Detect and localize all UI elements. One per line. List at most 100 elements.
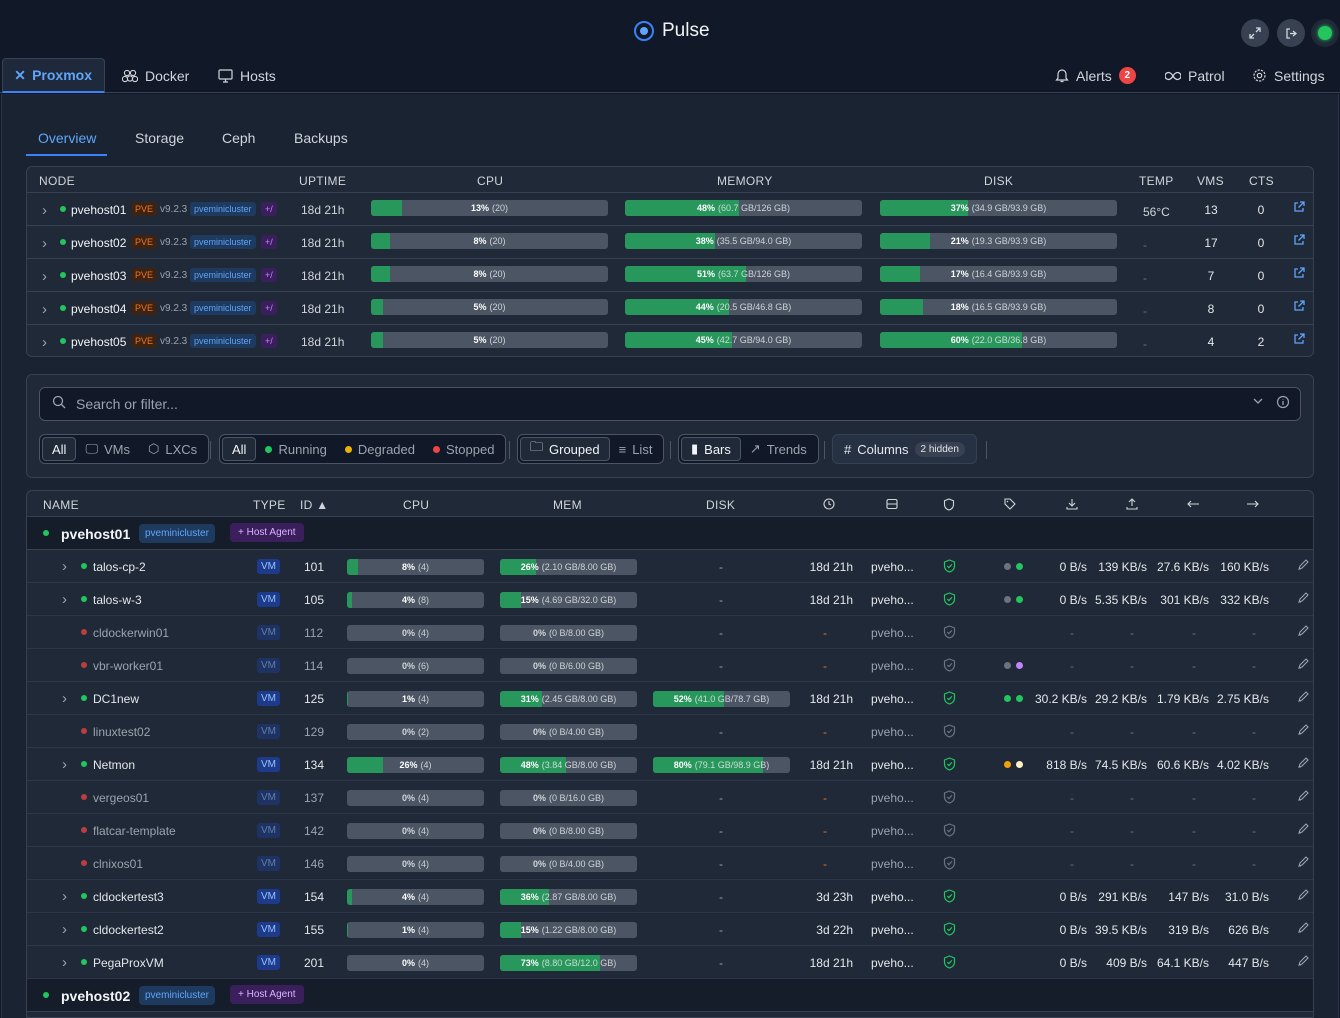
pencil-icon[interactable] xyxy=(1297,625,1309,640)
tag-icon[interactable] xyxy=(1004,498,1016,513)
chevron-down-icon[interactable] xyxy=(1252,395,1264,410)
external-link-icon[interactable] xyxy=(1293,300,1305,315)
pencil-icon[interactable] xyxy=(1297,691,1309,706)
node-name[interactable]: pvehost01 xyxy=(71,203,127,217)
connection-status-indicator[interactable] xyxy=(1311,19,1339,47)
chevron-right-icon[interactable]: › xyxy=(42,235,47,252)
net-in-icon[interactable] xyxy=(1186,498,1200,513)
guest-name[interactable]: talos-w-3 xyxy=(93,593,142,607)
guest-name[interactable]: DC1new xyxy=(93,692,140,706)
mode-bars-button[interactable]: ▮ Bars xyxy=(681,437,741,461)
pencil-icon[interactable] xyxy=(1297,856,1309,871)
disk-read-icon[interactable] xyxy=(1066,498,1078,513)
tab-storage[interactable]: Storage xyxy=(135,130,185,146)
node-group-header[interactable]: pvehost01 pveminicluster + Host Agent xyxy=(27,517,1313,550)
filter-type-lxcs[interactable]: ⬡ LXCs xyxy=(139,437,206,461)
filter-type-vms[interactable]: 🖵 VMs xyxy=(76,437,139,461)
tab-hosts[interactable]: Hosts xyxy=(218,58,276,93)
guest-row[interactable]: flatcar-template VM 142 0% (4) 0% (0 B/8.00 GB… xyxy=(27,814,1313,847)
col-vms[interactable]: VMS xyxy=(1197,174,1224,188)
guest-row[interactable]: › cldockertest2 VM 155 1% (4) 15% (1.22 GB/8.00… xyxy=(27,913,1313,946)
guest-row[interactable]: vbr-worker01 VM 114 0% (6) 0% (0 B/6.00 GB) - - p… xyxy=(27,649,1313,682)
col-disk[interactable]: DISK xyxy=(984,174,1014,188)
tag-dot[interactable] xyxy=(1004,695,1011,702)
tag-dot[interactable] xyxy=(1016,761,1023,768)
tag-dot[interactable] xyxy=(1016,596,1023,603)
guest-name[interactable]: cldockertest3 xyxy=(93,890,164,904)
chevron-right-icon[interactable]: › xyxy=(62,921,67,938)
pencil-icon[interactable] xyxy=(1297,592,1309,607)
mode-trends-button[interactable]: ↗ Trends xyxy=(741,437,816,461)
guest-name[interactable]: PegaProxVM xyxy=(93,956,164,970)
guest-name[interactable]: vbr-worker01 xyxy=(93,659,164,673)
backup-shield-icon[interactable] xyxy=(943,498,955,514)
tag-dot[interactable] xyxy=(1004,761,1011,768)
tab-proxmox[interactable]: Proxmox xyxy=(2,58,105,93)
host-agent-badge[interactable]: + Host Agent xyxy=(230,523,304,542)
node-row[interactable]: › pvehost04 PVE v9.2.3 pveminicluster +/ 18d 2… xyxy=(27,292,1313,325)
tab-docker[interactable]: Docker xyxy=(122,58,189,93)
guest-row[interactable]: › cldockertest3 VM 154 4% (4) 36% (2.87 GB/8.00… xyxy=(27,880,1313,913)
col-cts[interactable]: CTS xyxy=(1249,174,1274,188)
col-id[interactable]: ID ▲ xyxy=(300,498,329,512)
tab-backups[interactable]: Backups xyxy=(294,130,348,146)
node-row[interactable]: › pvehost03 PVE v9.2.3 pveminicluster +/ 18d 2… xyxy=(27,259,1313,292)
pencil-icon[interactable] xyxy=(1297,823,1309,838)
tag-dot[interactable] xyxy=(1016,662,1023,669)
external-link-icon[interactable] xyxy=(1293,333,1305,348)
node-name[interactable]: pvehost02 xyxy=(71,236,127,250)
filter-status-stopped[interactable]: Stopped xyxy=(424,437,503,461)
chevron-right-icon[interactable]: › xyxy=(62,888,67,905)
guest-name[interactable]: clnixos01 xyxy=(93,857,144,871)
pencil-icon[interactable] xyxy=(1297,922,1309,937)
tag-dot[interactable] xyxy=(1016,695,1023,702)
logout-button[interactable] xyxy=(1277,19,1305,47)
fullscreen-button[interactable] xyxy=(1241,19,1269,47)
col-name[interactable]: NAME xyxy=(43,498,79,512)
col-disk[interactable]: DISK xyxy=(706,498,736,512)
col-cpu[interactable]: CPU xyxy=(477,174,504,188)
host-agent-badge[interactable]: + Host Agent xyxy=(230,985,304,1004)
guest-row[interactable]: › PegaProxVM VM 201 0% (4) 73% (8.80 GB/12.0 GB… xyxy=(27,946,1313,979)
guest-name[interactable]: vergeos01 xyxy=(93,791,150,805)
tag-dot[interactable] xyxy=(1004,563,1011,570)
chevron-right-icon[interactable]: › xyxy=(42,301,47,318)
guest-row[interactable]: › DC1new VM 125 1% (4) 31% (2.45 GB/8.00 GB) 52%… xyxy=(27,682,1313,715)
guest-name[interactable]: cldockerwin01 xyxy=(93,626,170,640)
chevron-right-icon[interactable]: › xyxy=(62,591,67,608)
node-name[interactable]: pvehost04 xyxy=(71,302,127,316)
chevron-right-icon[interactable]: › xyxy=(42,334,47,351)
tab-ceph[interactable]: Ceph xyxy=(222,130,256,146)
node-row[interactable]: › pvehost05 PVE v9.2.3 pveminicluster +/ 18d 2… xyxy=(27,325,1313,356)
tag-dot[interactable] xyxy=(1004,662,1011,669)
pencil-icon[interactable] xyxy=(1297,955,1309,970)
node-row[interactable]: › pvehost01 PVE v9.2.3 pveminicluster +/ 18d 2… xyxy=(27,193,1313,226)
external-link-icon[interactable] xyxy=(1293,201,1305,216)
view-list-button[interactable]: ≡ List xyxy=(610,437,662,461)
node-group-header[interactable]: pvehost02 pveminicluster + Host Agent xyxy=(27,979,1313,1012)
filter-type-all[interactable]: All xyxy=(42,437,77,461)
tag-dot[interactable] xyxy=(1016,563,1023,570)
tab-patrol[interactable]: Patrol xyxy=(1165,58,1225,93)
uptime-clock-icon[interactable] xyxy=(823,498,835,513)
guest-row[interactable]: clnixos01 VM 146 0% (4) 0% (0 B/4.00 GB) - - pveh… xyxy=(27,847,1313,880)
filter-status-running[interactable]: Running xyxy=(256,437,335,461)
guest-row[interactable]: › Netmon VM 134 26% (4) 48% (3.84 GB/8.00 GB) 80… xyxy=(27,748,1313,781)
columns-button[interactable]: # Columns 2 hidden xyxy=(832,434,977,464)
filter-status-all[interactable]: All xyxy=(222,437,257,461)
col-uptime[interactable]: UPTIME xyxy=(299,174,347,188)
col-mem[interactable]: MEM xyxy=(553,498,582,512)
col-memory[interactable]: MEMORY xyxy=(717,174,773,188)
external-link-icon[interactable] xyxy=(1293,267,1305,282)
node-server-icon[interactable] xyxy=(886,498,898,513)
view-grouped-button[interactable]: 🗀 Grouped xyxy=(520,437,610,461)
external-link-icon[interactable] xyxy=(1293,234,1305,249)
col-temp[interactable]: TEMP xyxy=(1139,174,1174,188)
tag-dot[interactable] xyxy=(1004,596,1011,603)
group-node-name[interactable]: pvehost01 xyxy=(61,526,131,542)
filter-status-degraded[interactable]: Degraded xyxy=(336,437,424,461)
pencil-icon[interactable] xyxy=(1297,559,1309,574)
guest-row[interactable]: linuxtest02 VM 129 0% (2) 0% (0 B/4.00 GB) - - pv… xyxy=(27,715,1313,748)
info-icon[interactable] xyxy=(1276,395,1290,412)
pencil-icon[interactable] xyxy=(1297,889,1309,904)
